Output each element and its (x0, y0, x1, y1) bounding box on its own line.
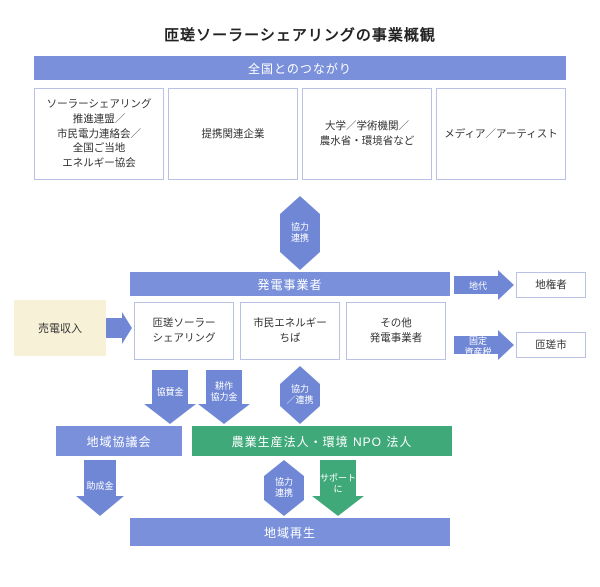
arrow-sales-to-gen (106, 312, 132, 344)
gen-box-0: 匝瑳ソーラー シェアリング (134, 302, 234, 360)
page-title: 匝瑳ソーラーシェアリングの事業概観 (0, 24, 600, 45)
box-landowner: 地権者 (516, 272, 586, 298)
banner-regen: 地域再生 (130, 518, 450, 546)
banner-generator: 発電事業者 (130, 272, 450, 296)
banner-agri-npo: 農業生産法人・環境 NPO 法人 (192, 426, 452, 456)
gen-box-1: 市民エネルギー ちば (240, 302, 340, 360)
label-cultivate: 耕作 協力金 (204, 378, 244, 406)
box-city: 匝瑳市 (516, 332, 586, 358)
top-box-3: メディア／アーティスト (436, 88, 566, 180)
label-tax: 固定 資産税 (458, 336, 498, 358)
label-coop2: 協力 ／連携 (280, 380, 320, 410)
label-coop3: 協力 連携 (264, 474, 304, 502)
label-grant: 助成金 (82, 476, 118, 496)
label-support: サポート に (316, 470, 360, 498)
label-rent: 地代 (458, 278, 498, 294)
banner-national: 全国とのつながり (34, 56, 566, 80)
label-coop1: 協力 連携 (280, 218, 320, 248)
top-box-0: ソーラーシェアリング 推進連盟／ 市民電力連絡会／ 全国ご当地 エネルギー協会 (34, 88, 164, 180)
top-box-1: 提携関連企業 (168, 88, 298, 180)
label-sponsor: 協賛金 (150, 380, 190, 404)
diagram-canvas: 匝瑳ソーラーシェアリングの事業概観 全国とのつながり ソーラーシェアリング 推進… (0, 0, 600, 587)
gen-box-2: その他 発電事業者 (346, 302, 446, 360)
box-sales-income: 売電収入 (14, 300, 106, 356)
top-box-2: 大学／学術機関／ 農水省・環境省など (302, 88, 432, 180)
banner-council: 地域協議会 (56, 426, 182, 456)
